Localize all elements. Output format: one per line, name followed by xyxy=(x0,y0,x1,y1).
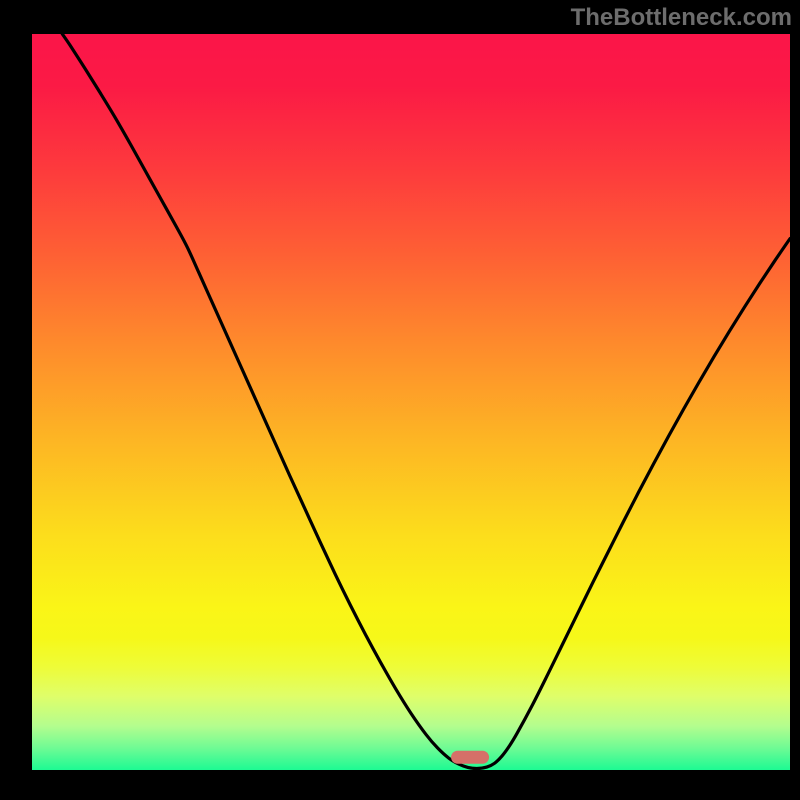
chart-frame: TheBottleneck.com xyxy=(0,0,800,800)
optimum-marker xyxy=(451,751,489,764)
watermark-text: TheBottleneck.com xyxy=(571,4,792,32)
bottleneck-curve xyxy=(32,34,790,770)
plot-area xyxy=(32,34,790,770)
